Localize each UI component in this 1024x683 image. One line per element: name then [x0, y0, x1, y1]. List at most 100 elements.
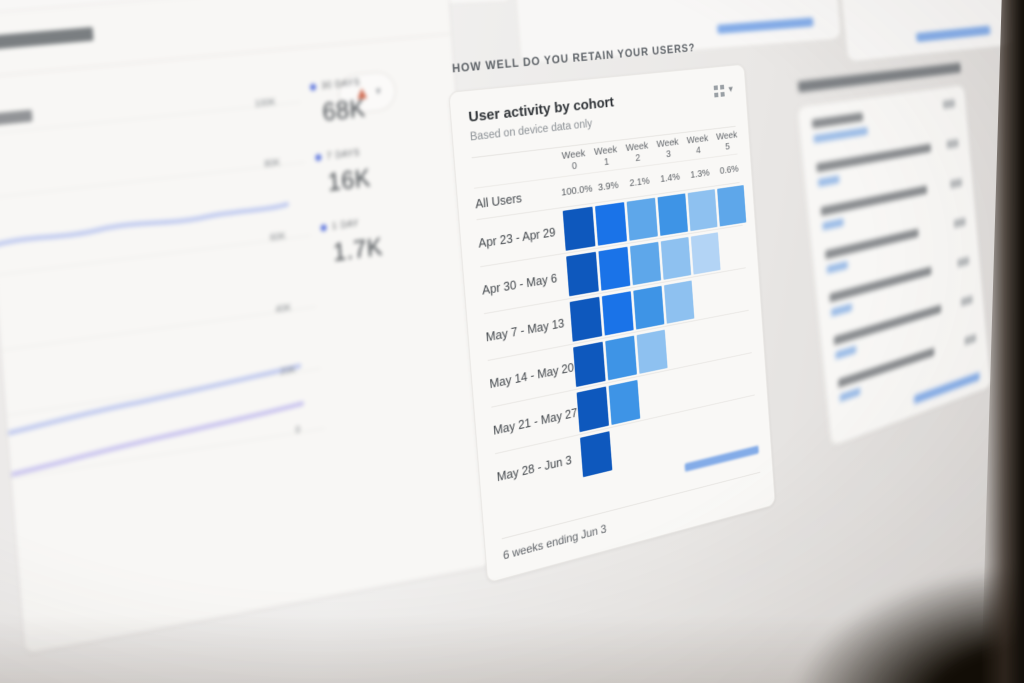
- heatmap-cell: [660, 236, 692, 280]
- list-subline-blurred: [826, 260, 849, 274]
- view-link-blurred[interactable]: [913, 372, 980, 404]
- list-title-blurred: [824, 228, 919, 260]
- cohort-label: Apr 30 - May 6: [481, 271, 558, 298]
- top-pages-card: [796, 84, 992, 448]
- list-subline-blurred: [822, 218, 844, 231]
- heatmap-cell: [657, 192, 688, 236]
- week-label: Week 4: [686, 132, 709, 157]
- heatmap-cell: [629, 241, 662, 285]
- view-link-blurred[interactable]: [915, 25, 991, 43]
- list-item-blurred: [811, 99, 957, 144]
- heatmap-cell: [566, 251, 599, 296]
- list-value-blurred: [953, 217, 966, 229]
- week-label: Week 2: [625, 140, 649, 164]
- metric-item: 1 DAY 1.7K: [320, 212, 413, 269]
- heatmap-cell: [687, 188, 718, 231]
- view-link-blurred[interactable]: [717, 17, 814, 34]
- heatmap-cell: [569, 296, 603, 342]
- list-value-blurred: [942, 99, 956, 109]
- heatmap-cell: [605, 335, 637, 380]
- list-item-lines: [829, 266, 933, 317]
- card-title-blurred: [0, 26, 94, 51]
- week-label: Week 1: [593, 143, 618, 168]
- heatmap-cell: [626, 197, 658, 241]
- metric-value: 68K: [321, 93, 367, 127]
- active-users-card: ▲ ▾ 100K 80K 60K 40K 20K 0 30 DAYS 68K 7 DAYS 16…: [0, 0, 491, 655]
- chart-selector-button[interactable]: ▾: [714, 84, 733, 98]
- heatmap-cell: [601, 290, 634, 336]
- cohort-label: May 21 - May 27: [492, 405, 578, 438]
- heatmap-cell: [690, 231, 721, 275]
- list-value-blurred: [960, 295, 973, 307]
- row-label-spacer: [473, 162, 559, 173]
- cohort-label: May 14 - May 20: [488, 360, 575, 391]
- top-pages-section: [794, 61, 999, 448]
- metric-label: 1 DAY: [331, 218, 360, 232]
- list-item-lines: [820, 185, 929, 231]
- line-30-days: [0, 204, 287, 245]
- list-item-lines: [824, 228, 920, 274]
- retention-value: 100.0%: [560, 182, 593, 199]
- list-item-lines: [816, 143, 932, 187]
- active-users-metrics: 30 DAYS 68K 7 DAYS 16K 1 DAY 1.7K: [309, 73, 415, 293]
- y-tick-label: 100K: [254, 97, 276, 110]
- top-right-card-fragment: [837, 0, 1015, 63]
- heatmap-cell: [633, 285, 665, 330]
- list-title-blurred: [816, 143, 932, 173]
- list-item-lines: [811, 112, 868, 144]
- list-title-blurred: [811, 112, 864, 129]
- cohort-label: May 28 - Jun 3: [496, 452, 573, 484]
- heatmap-cell: [562, 206, 596, 251]
- line-7-days: [6, 366, 300, 433]
- cohort-card: User activity by cohort Based on device …: [448, 63, 776, 584]
- heatmap-cell: [636, 329, 668, 374]
- y-tick-label: 60K: [269, 231, 287, 244]
- list-subline-blurred: [817, 175, 840, 187]
- list-title-blurred: [829, 266, 932, 303]
- retention-value: 1.4%: [659, 170, 681, 185]
- retention-value: 0.6%: [719, 162, 739, 177]
- list-subline-blurred: [839, 387, 861, 402]
- heatmap-cell: [573, 341, 606, 387]
- y-tick-label: 40K: [274, 302, 292, 316]
- heatmap-cell: [595, 201, 627, 246]
- cohort-cells: [579, 430, 613, 477]
- cohort-label: Apr 23 - Apr 29: [477, 225, 556, 251]
- y-tick-label: 0: [295, 424, 301, 436]
- list-subline-blurred: [835, 345, 857, 360]
- week-label: Week 0: [561, 147, 586, 173]
- heatmap-cell: [717, 184, 747, 227]
- metric-item: 7 DAYS 16K: [315, 143, 408, 199]
- legend-dot-icon: [309, 83, 317, 91]
- metric-value: 1.7K: [331, 232, 384, 267]
- heatmap-cell: [663, 280, 695, 324]
- list-value-blurred: [964, 333, 977, 346]
- metric-item: 30 DAYS 68K: [309, 73, 403, 128]
- list-subline-blurred: [830, 303, 853, 317]
- legend-dot-icon: [320, 224, 327, 232]
- heatmap-cell: [608, 379, 641, 425]
- metric-value: 16K: [326, 163, 372, 197]
- heatmap-cell: [576, 386, 609, 432]
- metric-label: 7 DAYS: [326, 147, 361, 162]
- all-users-label: All Users: [474, 190, 523, 211]
- list-item-blurred: [816, 138, 960, 187]
- list-value-blurred: [957, 256, 970, 268]
- y-tick-label: 20K: [279, 364, 297, 378]
- retention-section: HOW WELL DO YOU RETAIN YOUR USERS? User …: [446, 38, 782, 584]
- y-tick-label: 80K: [263, 157, 281, 170]
- grid-icon: [714, 84, 726, 98]
- list-subline-blurred: [813, 126, 868, 144]
- list-value-blurred: [949, 178, 963, 189]
- cohort-label: May 7 - May 13: [485, 316, 565, 344]
- list-value-blurred: [946, 138, 959, 149]
- retention-value: 3.9%: [597, 178, 619, 193]
- metric-label: 30 DAYS: [321, 77, 361, 92]
- heatmap-cell: [598, 246, 631, 291]
- week-label: Week 5: [715, 129, 738, 153]
- retention-value: 2.1%: [629, 174, 650, 189]
- week-label: Week 3: [656, 136, 679, 160]
- list-title-blurred: [820, 185, 928, 217]
- legend-dot-icon: [315, 153, 322, 162]
